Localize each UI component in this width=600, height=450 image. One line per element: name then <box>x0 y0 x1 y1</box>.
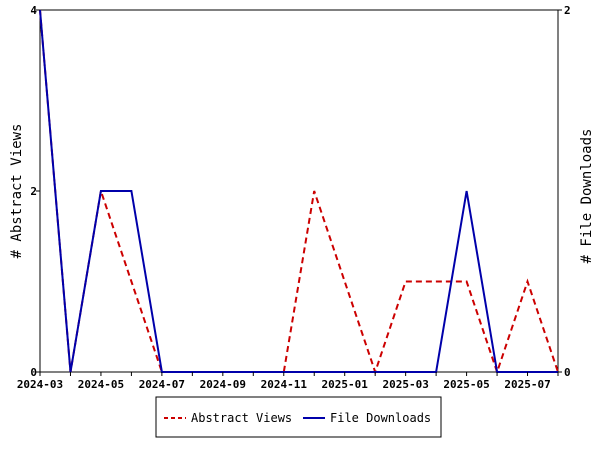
legend-label-file-downloads: File Downloads <box>330 411 431 425</box>
y-tick-label: 4 <box>30 4 37 17</box>
y2-axis-title: # File Downloads <box>579 129 595 264</box>
y2-tick-label: 2 <box>564 4 571 17</box>
x-tick-label: 2025-05 <box>443 378 489 391</box>
x-tick-label: 2025-03 <box>382 378 428 391</box>
x-tick-label: 2024-05 <box>78 378 124 391</box>
x-axis-ticks: 2024-03 2024-05 2024-07 2024-09 2024-11 2025-… <box>17 372 559 391</box>
series-line-abstract-views <box>39 9 559 376</box>
y-tick-label: 2 <box>30 185 37 198</box>
legend: Abstract Views File Downloads <box>155 396 442 438</box>
y-axis-title: # Abstract Views <box>9 124 25 259</box>
x-tick-label: 2024-09 <box>200 378 246 391</box>
x-tick-label: 2024-03 <box>17 378 63 391</box>
y-axis-ticks: 0 2 4 <box>30 4 40 379</box>
y2-tick-label: 0 <box>564 366 571 379</box>
x-tick-label: 2025-07 <box>504 378 550 391</box>
x-tick-label: 2024-07 <box>139 378 185 391</box>
legend-label-abstract-views: Abstract Views <box>191 411 292 425</box>
series-line-file-downloads <box>39 9 558 373</box>
plot-area <box>39 9 559 376</box>
y-tick-label: 0 <box>30 366 37 379</box>
x-tick-label: 2024-11 <box>261 378 308 391</box>
y2-axis-ticks: 02 <box>558 4 571 379</box>
legend-box <box>155 396 442 438</box>
x-tick-label: 2025-01 <box>322 378 369 391</box>
